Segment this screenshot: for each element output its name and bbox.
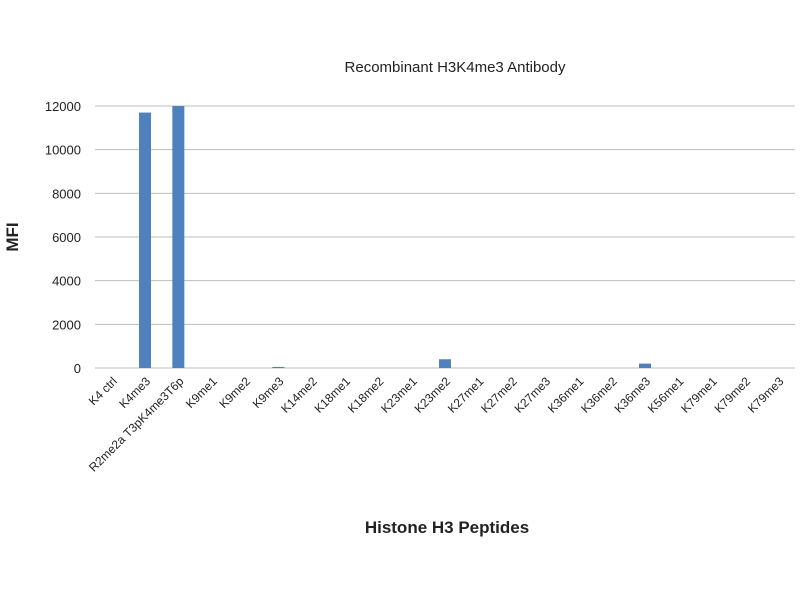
- x-tick-label: K18me1: [312, 374, 354, 416]
- x-tick-label: K9me2: [216, 374, 253, 411]
- y-tick-label: 6000: [52, 230, 81, 245]
- x-tick-label: K23me2: [412, 374, 454, 416]
- bar: [639, 363, 651, 368]
- x-tick-label: K79me3: [745, 374, 787, 416]
- x-tick-label: K79me2: [712, 374, 754, 416]
- bar: [439, 359, 451, 368]
- x-axis-title: Histone H3 Peptides: [365, 518, 529, 537]
- y-tick-label: 0: [74, 361, 81, 376]
- x-tick-label: K27me1: [445, 374, 487, 416]
- x-tick-label: K4 ctrl: [86, 374, 120, 408]
- y-tick-label: 10000: [45, 143, 81, 158]
- y-tick-label: 8000: [52, 186, 81, 201]
- x-tick-label: K9me1: [183, 374, 220, 411]
- bar: [172, 106, 185, 368]
- x-tick-label: K36me2: [578, 374, 620, 416]
- x-tick-label: K36me1: [545, 374, 587, 416]
- x-tick-label: K14me2: [278, 374, 320, 416]
- chart-title: Recombinant H3K4me3 Antibody: [345, 59, 566, 76]
- y-tick-label: 4000: [52, 274, 81, 289]
- y-axis-title: MFI: [3, 222, 22, 251]
- x-tick-label: K79me1: [678, 374, 720, 416]
- bar: [272, 366, 285, 368]
- x-tick-label: K18me2: [345, 374, 387, 416]
- x-tick-label: K56me1: [645, 374, 687, 416]
- x-tick-label: K27me2: [478, 374, 520, 416]
- x-tick-label: K27me3: [512, 374, 554, 416]
- x-tick-label: K23me1: [378, 374, 420, 416]
- y-tick-label: 2000: [52, 317, 81, 332]
- bar: [139, 112, 151, 368]
- x-tick-label: K36me3: [612, 374, 654, 416]
- y-tick-label: 12000: [45, 99, 81, 114]
